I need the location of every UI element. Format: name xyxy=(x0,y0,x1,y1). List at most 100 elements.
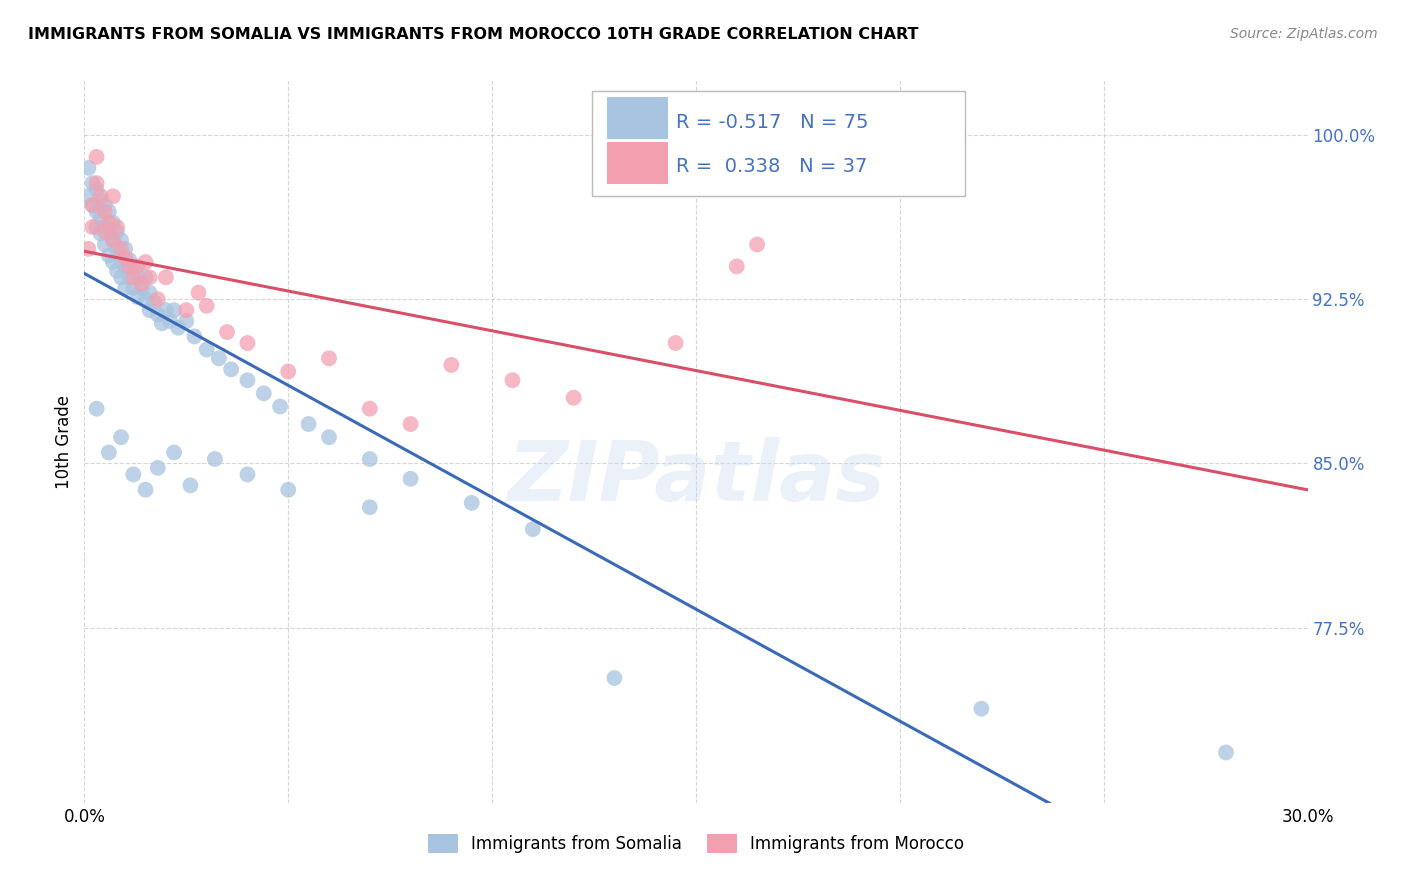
Point xyxy=(359,452,381,467)
Point xyxy=(118,270,141,285)
Point xyxy=(195,299,218,313)
Text: R =  0.338   N = 37: R = 0.338 N = 37 xyxy=(676,157,868,177)
Point xyxy=(174,314,197,328)
Point xyxy=(97,204,120,219)
Point xyxy=(114,242,136,256)
Point xyxy=(105,224,128,238)
Point xyxy=(399,472,422,486)
Point xyxy=(146,460,169,475)
Text: Source: ZipAtlas.com: Source: ZipAtlas.com xyxy=(1230,27,1378,41)
Point xyxy=(77,242,100,256)
Point xyxy=(82,198,104,212)
Point xyxy=(318,351,340,366)
Point xyxy=(183,329,205,343)
Point xyxy=(195,343,218,357)
Point xyxy=(90,227,112,241)
Point xyxy=(236,373,259,387)
Point xyxy=(187,285,209,300)
Point xyxy=(155,270,177,285)
FancyBboxPatch shape xyxy=(592,91,965,196)
Point xyxy=(399,417,422,431)
Point xyxy=(522,522,544,536)
Point xyxy=(101,233,124,247)
Point xyxy=(135,255,157,269)
Point xyxy=(86,204,108,219)
Y-axis label: 10th Grade: 10th Grade xyxy=(55,394,73,489)
Point xyxy=(82,176,104,190)
Point xyxy=(204,452,226,467)
Point xyxy=(725,260,748,274)
Point xyxy=(127,268,149,282)
Point xyxy=(236,467,259,482)
Point xyxy=(298,417,321,431)
Point xyxy=(118,252,141,267)
Point xyxy=(135,292,157,306)
Point xyxy=(86,401,108,416)
Point xyxy=(101,216,124,230)
Point xyxy=(277,483,299,497)
Point xyxy=(122,260,145,274)
Text: IMMIGRANTS FROM SOMALIA VS IMMIGRANTS FROM MOROCCO 10TH GRADE CORRELATION CHART: IMMIGRANTS FROM SOMALIA VS IMMIGRANTS FR… xyxy=(28,27,918,42)
Point xyxy=(159,314,181,328)
Point xyxy=(131,277,153,291)
Point xyxy=(135,270,157,285)
Point xyxy=(90,189,112,203)
Point xyxy=(77,189,100,203)
Point xyxy=(440,358,463,372)
Point xyxy=(138,285,160,300)
Point xyxy=(219,362,242,376)
Point xyxy=(77,161,100,175)
Legend: Immigrants from Somalia, Immigrants from Morocco: Immigrants from Somalia, Immigrants from… xyxy=(420,827,972,860)
Point xyxy=(122,281,145,295)
Point xyxy=(461,496,484,510)
Point xyxy=(318,430,340,444)
Point xyxy=(101,233,124,247)
Point xyxy=(174,303,197,318)
Point xyxy=(93,198,115,212)
Point xyxy=(217,325,239,339)
Point xyxy=(562,391,585,405)
Point xyxy=(167,320,190,334)
Point xyxy=(86,150,108,164)
Point xyxy=(90,211,112,226)
Point xyxy=(93,204,115,219)
Point xyxy=(747,237,769,252)
Point xyxy=(1215,746,1237,760)
FancyBboxPatch shape xyxy=(606,97,668,139)
Point xyxy=(127,260,149,274)
Point xyxy=(114,281,136,295)
Point xyxy=(82,219,104,234)
Point xyxy=(359,500,381,515)
Point xyxy=(277,364,299,378)
Point xyxy=(93,237,115,252)
Point xyxy=(110,242,132,256)
Point xyxy=(114,260,136,274)
Point xyxy=(97,227,120,241)
Point xyxy=(110,270,132,285)
Point xyxy=(105,264,128,278)
Text: R = -0.517   N = 75: R = -0.517 N = 75 xyxy=(676,112,869,131)
Point xyxy=(122,270,145,285)
Point xyxy=(110,430,132,444)
Point xyxy=(269,400,291,414)
Point xyxy=(150,316,173,330)
Point xyxy=(155,303,177,318)
Point xyxy=(110,252,132,267)
Point xyxy=(82,198,104,212)
Point xyxy=(163,303,186,318)
Point xyxy=(86,176,108,190)
Point xyxy=(253,386,276,401)
Point xyxy=(502,373,524,387)
Point xyxy=(97,445,120,459)
Point xyxy=(146,292,169,306)
Point xyxy=(179,478,201,492)
Point xyxy=(138,270,160,285)
Point xyxy=(93,219,115,234)
Point xyxy=(665,336,688,351)
Point xyxy=(97,248,120,262)
Point xyxy=(93,224,115,238)
Point xyxy=(86,183,108,197)
Point xyxy=(236,336,259,351)
Point xyxy=(359,401,381,416)
Point xyxy=(90,194,112,208)
